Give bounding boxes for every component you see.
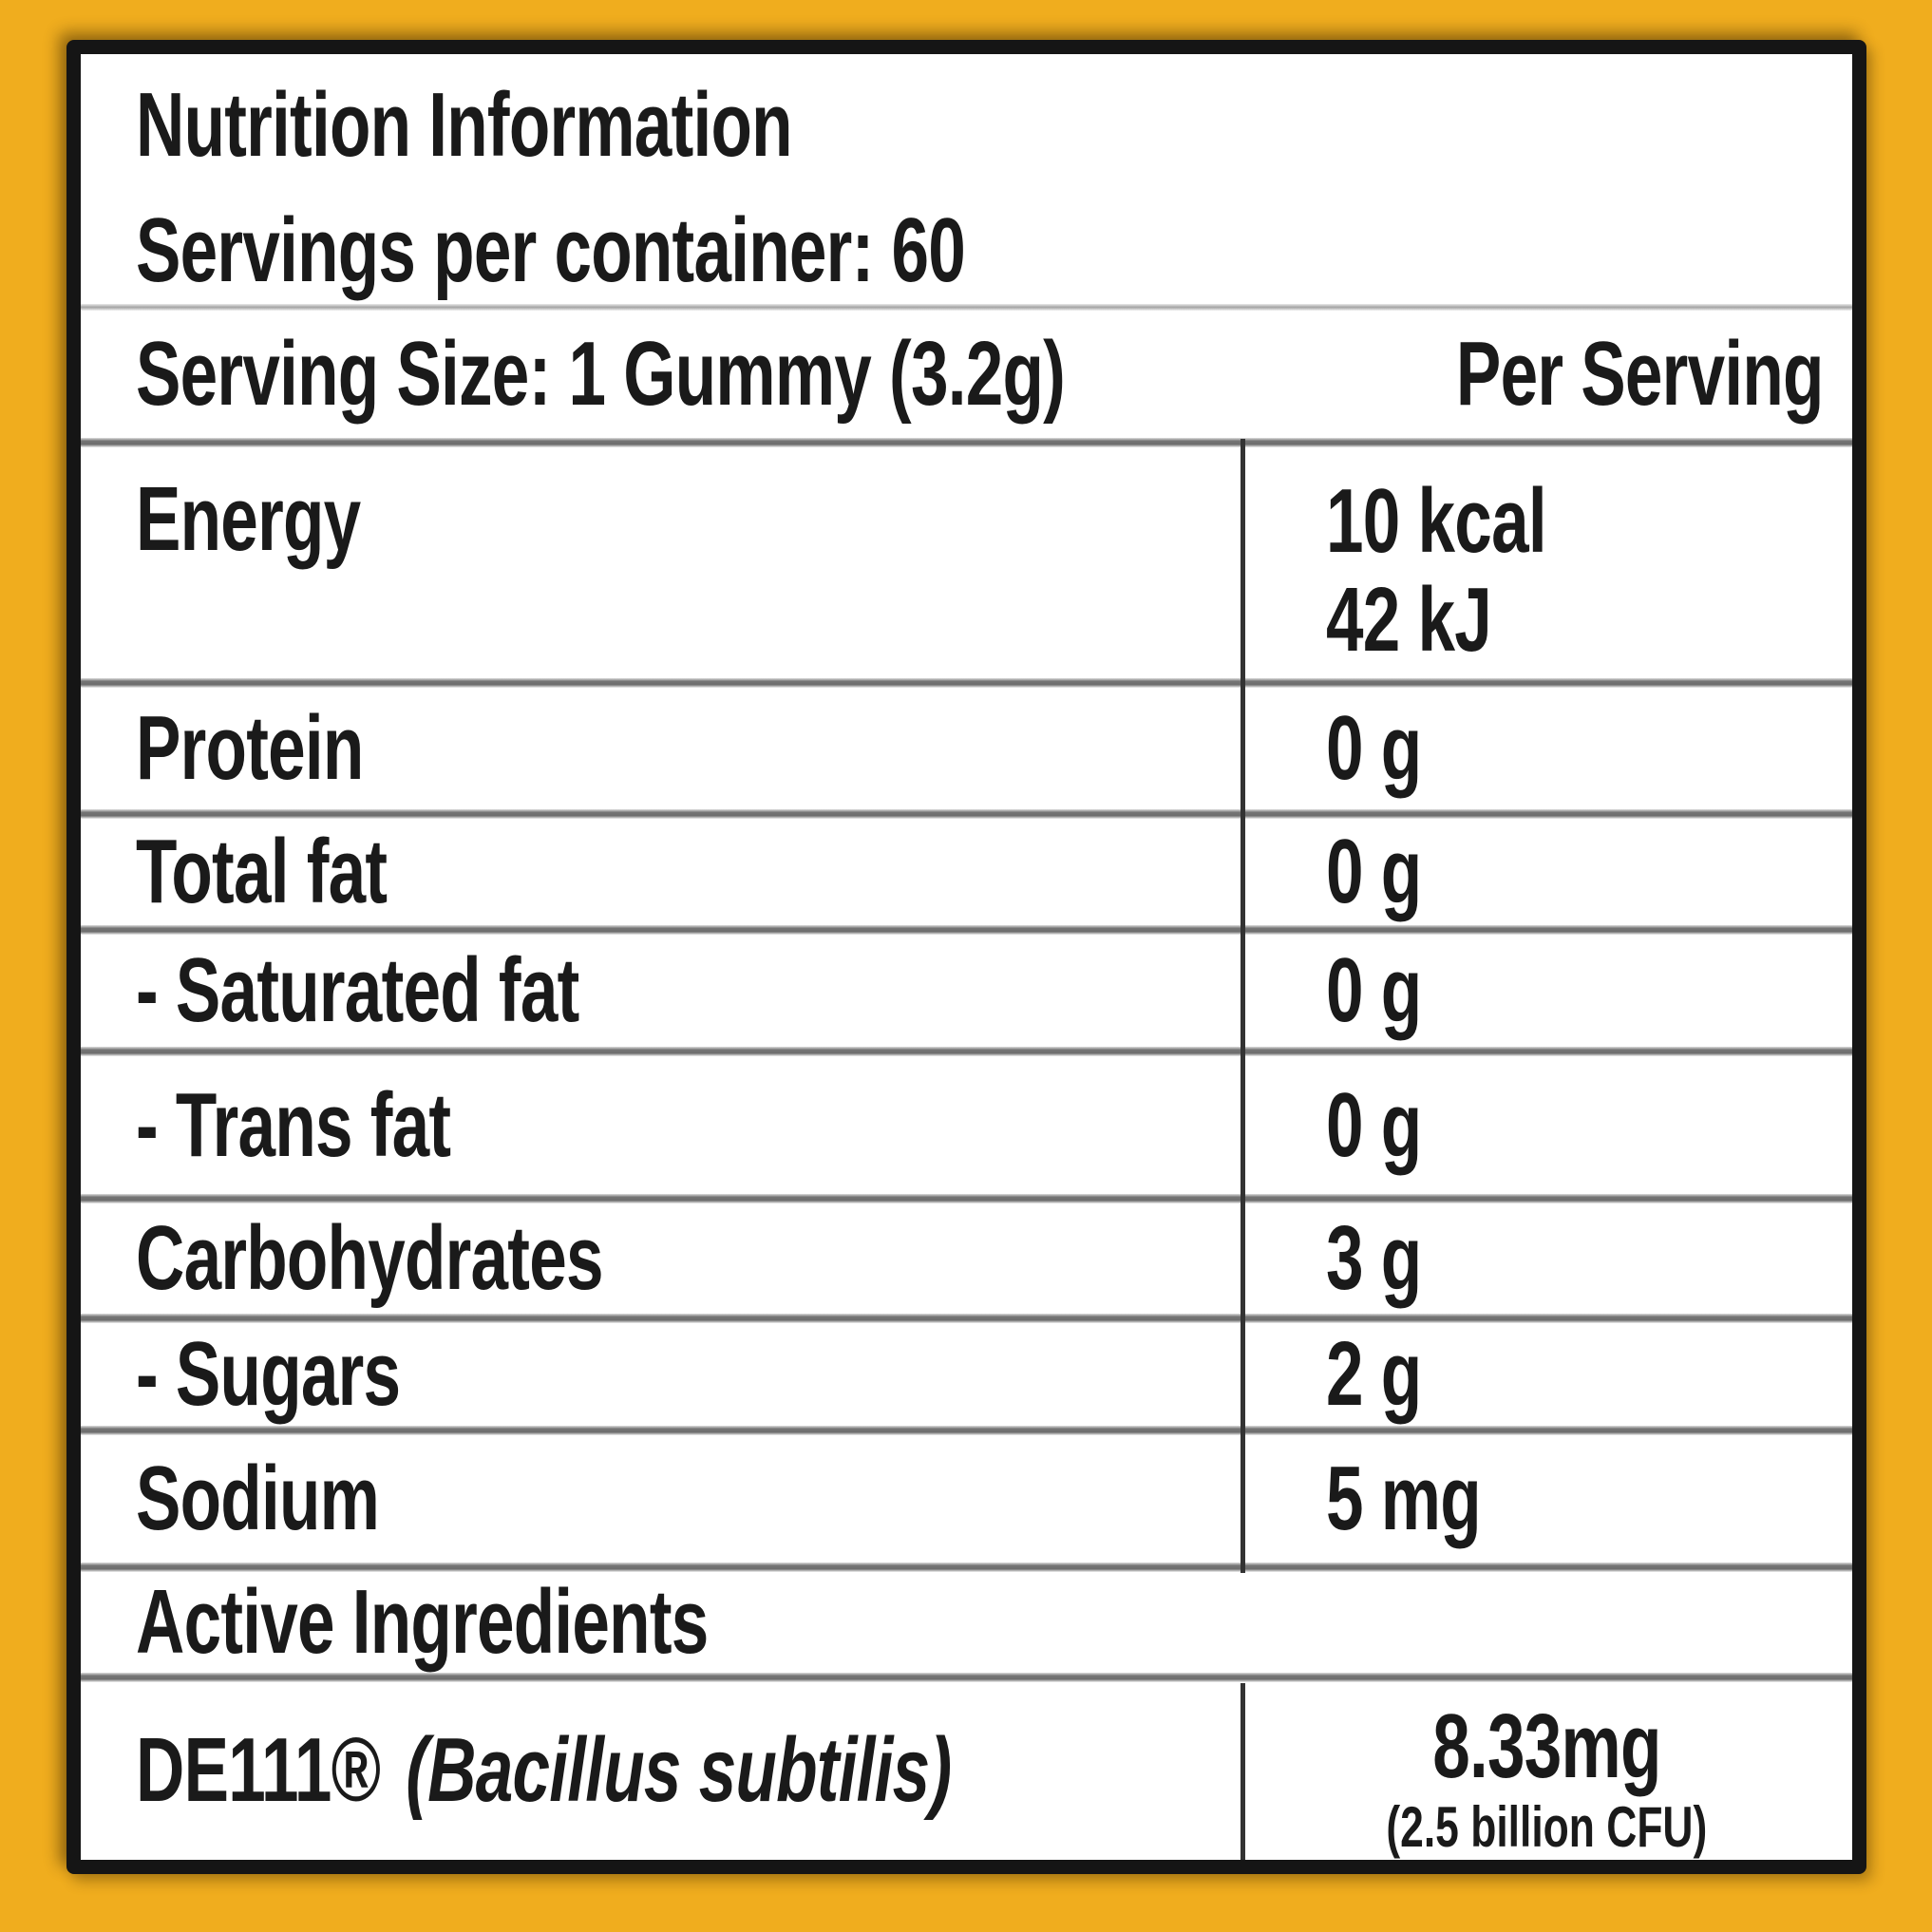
active-ingredient-name: DE111® — [136, 1719, 381, 1822]
row-saturated-fat: - Saturated fat 0 g — [81, 935, 1852, 1047]
row-title: Nutrition Information — [81, 54, 1852, 197]
row-label-cell: Protein — [81, 699, 1241, 798]
row-value: 0 g — [1326, 939, 1422, 1042]
row-trans-fat: - Trans fat 0 g — [81, 1056, 1852, 1194]
active-ingredient-amount-cell: 8.33mg (2.5 billion CFU) — [1241, 1682, 1852, 1859]
panel-title: Nutrition Information — [136, 74, 793, 177]
row-value: 0 g — [1326, 821, 1422, 923]
serving-size-cell: Serving Size: 1 Gummy (3.2g) — [81, 325, 1392, 424]
row-value-cell: 0 g — [1241, 1073, 1852, 1176]
separator — [81, 925, 1852, 935]
panel-title-cell: Nutrition Information — [81, 76, 1852, 175]
active-ingredient-cfu: (2.5 billion CFU) — [1386, 1794, 1707, 1859]
servings-per-container-cell: Servings per container: 60 — [81, 199, 1852, 301]
row-energy: Energy 10 kcal 42 kJ — [81, 447, 1852, 678]
row-value-kcal: 10 kcal — [1326, 470, 1547, 572]
row-label-cell: Sodium — [81, 1449, 1241, 1548]
separator — [81, 678, 1852, 688]
row-value-cell: 3 g — [1241, 1209, 1852, 1308]
separator — [81, 809, 1852, 819]
row-label: - Trans fat — [136, 1073, 451, 1176]
row-value-cell: 0 g — [1241, 699, 1852, 798]
row-label: Carbohydrates — [136, 1207, 603, 1310]
row-label: - Saturated fat — [136, 939, 579, 1042]
separator — [81, 304, 1852, 311]
row-label-cell: Energy — [81, 447, 1241, 569]
row-value: 0 g — [1326, 1073, 1422, 1176]
row-label: Total fat — [136, 821, 388, 923]
row-serving-size: Serving Size: 1 Gummy (3.2g) Per Serving — [81, 311, 1852, 438]
serving-size: Serving Size: 1 Gummy (3.2g) — [136, 323, 1066, 426]
row-value: 0 g — [1326, 697, 1422, 800]
separator — [81, 1673, 1852, 1682]
row-active-ingredients-header: Active Ingredients — [81, 1572, 1852, 1673]
separator — [81, 1563, 1852, 1572]
row-label: Protein — [136, 697, 364, 800]
column-divider — [1241, 439, 1245, 1573]
per-serving-header: Per Serving — [1455, 323, 1824, 426]
separator — [81, 1314, 1852, 1323]
row-value-cell: 5 mg — [1241, 1449, 1852, 1548]
per-serving-header-cell: Per Serving — [1392, 325, 1888, 424]
active-ingredient-amount: 8.33mg — [1431, 1695, 1661, 1798]
separator — [81, 1426, 1852, 1435]
row-value-cell: 0 g — [1241, 823, 1852, 921]
row-value-cell: 10 kcal 42 kJ — [1241, 447, 1852, 669]
active-ingredients-header: Active Ingredients — [136, 1571, 709, 1674]
row-label-cell: - Sugars — [81, 1325, 1241, 1424]
nutrition-facts-panel: Nutrition Information Servings per conta… — [66, 40, 1866, 1874]
row-value: 5 mg — [1326, 1448, 1482, 1550]
row-sodium: Sodium 5 mg — [81, 1435, 1852, 1563]
separator — [81, 438, 1852, 447]
row-label: - Sugars — [136, 1323, 401, 1426]
row-label-cell: Total fat — [81, 823, 1241, 921]
row-label-cell: Carbohydrates — [81, 1209, 1241, 1308]
row-label-cell: - Trans fat — [81, 1073, 1241, 1176]
row-value-cell: 2 g — [1241, 1325, 1852, 1424]
row-total-fat: Total fat 0 g — [81, 819, 1852, 925]
row-value-cell: 0 g — [1241, 941, 1852, 1040]
row-label: Sodium — [136, 1448, 380, 1550]
row-protein: Protein 0 g — [81, 688, 1852, 809]
active-ingredients-header-cell: Active Ingredients — [81, 1573, 1852, 1672]
row-servings-per-container: Servings per container: 60 — [81, 197, 1852, 304]
row-value: 2 g — [1326, 1323, 1422, 1426]
row-carbohydrates: Carbohydrates 3 g — [81, 1203, 1852, 1314]
row-value: 3 g — [1326, 1207, 1422, 1310]
active-ingredient-species: (Bacillus subtilis) — [406, 1719, 952, 1822]
servings-per-container: Servings per container: 60 — [136, 199, 966, 301]
row-sugars: - Sugars 2 g — [81, 1323, 1852, 1426]
row-label: Energy — [136, 468, 361, 570]
separator — [81, 1194, 1852, 1203]
row-de111: DE111® (Bacillus subtilis) 8.33mg (2.5 bi… — [81, 1682, 1852, 1859]
row-label-cell: - Saturated fat — [81, 941, 1241, 1040]
active-ingredient-name-cell: DE111® (Bacillus subtilis) — [81, 1721, 1241, 1820]
nutrition-table: Nutrition Information Servings per conta… — [81, 54, 1852, 1860]
column-divider — [1241, 1683, 1245, 1860]
separator — [81, 1047, 1852, 1056]
row-value-kj: 42 kJ — [1326, 568, 1492, 671]
